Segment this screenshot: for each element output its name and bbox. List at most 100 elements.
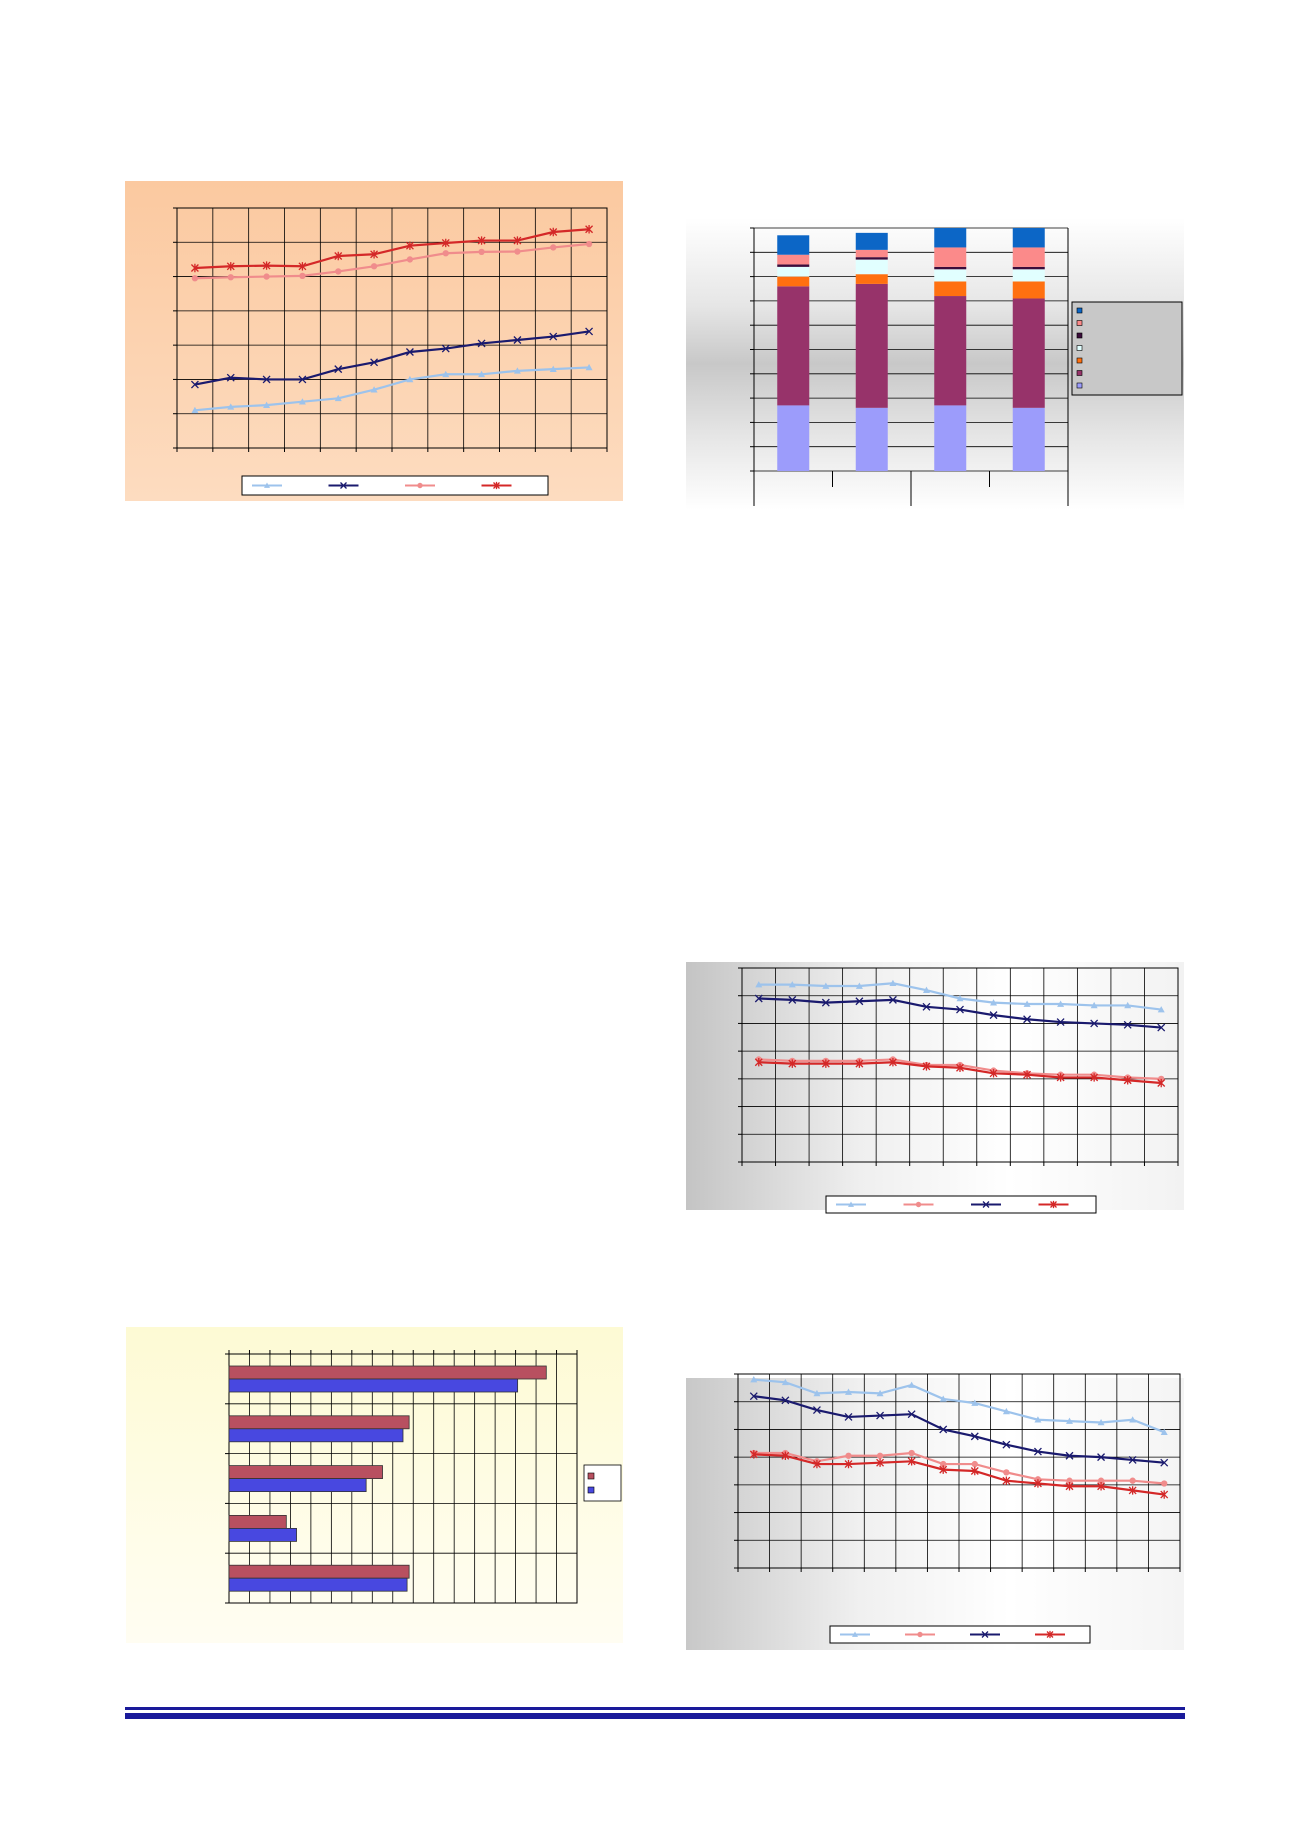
series-1-point	[1057, 1000, 1065, 1007]
series-1-point	[813, 1389, 821, 1397]
series-3-point	[749, 1392, 758, 1401]
series-3-point	[299, 272, 306, 280]
series-2-line	[753, 1451, 1165, 1485]
line-chart-bottom-right-plot	[734, 1373, 1181, 1644]
stack-segment-5	[934, 266, 967, 270]
stack-segment-3	[934, 281, 967, 297]
series-4-point	[876, 1458, 885, 1467]
series-3-point	[1128, 1455, 1137, 1464]
series-3-point	[844, 1412, 853, 1421]
stack-segment-2	[934, 296, 967, 406]
series-3-point	[191, 275, 199, 282]
series-4-point	[1056, 1073, 1065, 1082]
series-2-point	[334, 365, 343, 374]
series-4-point	[907, 1457, 916, 1466]
series-4-point	[812, 1459, 821, 1469]
stack-segment-7	[1012, 228, 1045, 248]
series-1-point	[513, 367, 521, 374]
series-3-point	[812, 1406, 821, 1414]
stacked-bar-chart-plot	[750, 227, 1183, 506]
legend-swatch-7	[1076, 307, 1083, 314]
series-2-point	[1066, 1477, 1073, 1484]
series-4-point	[370, 250, 379, 259]
series-1-point	[406, 375, 414, 383]
stack-segment-4	[934, 269, 967, 282]
series-2-point	[298, 375, 307, 384]
series-4-point	[298, 262, 307, 271]
stack-segment-5	[1012, 266, 1045, 270]
series-3-point	[855, 997, 864, 1006]
series-2-point	[971, 1460, 978, 1468]
series-3-point	[1056, 1018, 1065, 1027]
series-1-point	[1002, 1407, 1010, 1415]
series-2-bar	[228, 1478, 367, 1493]
series-1-point	[442, 370, 450, 378]
series-1-line	[194, 366, 590, 412]
series-4-point	[1097, 1482, 1106, 1491]
legend-swatch-5	[1076, 332, 1083, 339]
series-3-point	[335, 268, 342, 275]
series-3-point	[922, 1002, 931, 1011]
series-3-point	[989, 1011, 998, 1020]
legend-box	[829, 1625, 1091, 1644]
series-1-point	[971, 1399, 979, 1406]
line-chart-middle-right	[686, 962, 1184, 1214]
series-3-point	[1033, 1447, 1042, 1456]
series-3-point	[1090, 1019, 1099, 1028]
legend-marker-3	[982, 1201, 990, 1208]
horizontal-bar-chart	[126, 1327, 623, 1643]
stack-segment-3	[855, 274, 888, 284]
series-1-point	[585, 363, 593, 371]
series-1-bar	[228, 1465, 383, 1480]
stacked-bar-chart	[686, 218, 1184, 510]
legend-box	[241, 475, 549, 496]
series-1-point	[855, 982, 863, 989]
series-4-point	[1023, 1070, 1032, 1079]
series-4-point	[262, 261, 271, 270]
series-4-point	[549, 227, 558, 237]
series-3-point	[1097, 1453, 1106, 1462]
stack-segment-7	[855, 232, 888, 250]
stack-segment-1	[777, 405, 810, 471]
legend-marker-1	[852, 1631, 858, 1637]
series-4-point	[956, 1063, 964, 1072]
series-1-point	[781, 1378, 789, 1386]
series-4-point	[888, 1058, 897, 1067]
series-4-point	[749, 1450, 758, 1459]
series-1-point	[263, 401, 271, 408]
stack-segment-1	[934, 405, 967, 471]
line-chart-middle-right-plot	[738, 967, 1179, 1214]
series-3-point	[478, 248, 485, 256]
series-2-bar	[228, 1378, 519, 1393]
legend-marker-4	[493, 481, 500, 490]
legend-marker-2	[917, 1631, 923, 1638]
series-3-point	[888, 995, 897, 1004]
legend-marker-2	[340, 482, 347, 489]
series-3-point	[939, 1425, 948, 1434]
series-4-point	[1090, 1073, 1099, 1082]
series-3-point	[550, 244, 557, 251]
series-4-point	[781, 1451, 790, 1460]
stack-segment-4	[855, 259, 888, 275]
stack-segment-6	[855, 249, 888, 258]
legend-swatch-1	[587, 1472, 595, 1480]
series-4-point	[477, 236, 486, 245]
series-1-point	[334, 394, 342, 402]
series-3-point	[1023, 1015, 1032, 1024]
stack-segment-3	[777, 276, 810, 287]
series-3-point	[821, 998, 830, 1007]
legend-marker-2	[915, 1201, 922, 1208]
series-1-point	[1157, 1006, 1165, 1013]
series-2-point	[1003, 1469, 1010, 1476]
series-1-point	[227, 403, 235, 410]
series-3-point	[781, 1396, 790, 1405]
series-1-point	[990, 999, 998, 1006]
series-4-point	[922, 1062, 931, 1071]
series-1-point	[876, 1389, 884, 1397]
series-1-point	[298, 398, 306, 405]
series-4-point	[1033, 1479, 1042, 1488]
series-4-point	[1128, 1486, 1137, 1495]
stack-segment-5	[855, 257, 888, 260]
series-1-point	[191, 406, 199, 414]
series-3-point	[227, 274, 234, 281]
